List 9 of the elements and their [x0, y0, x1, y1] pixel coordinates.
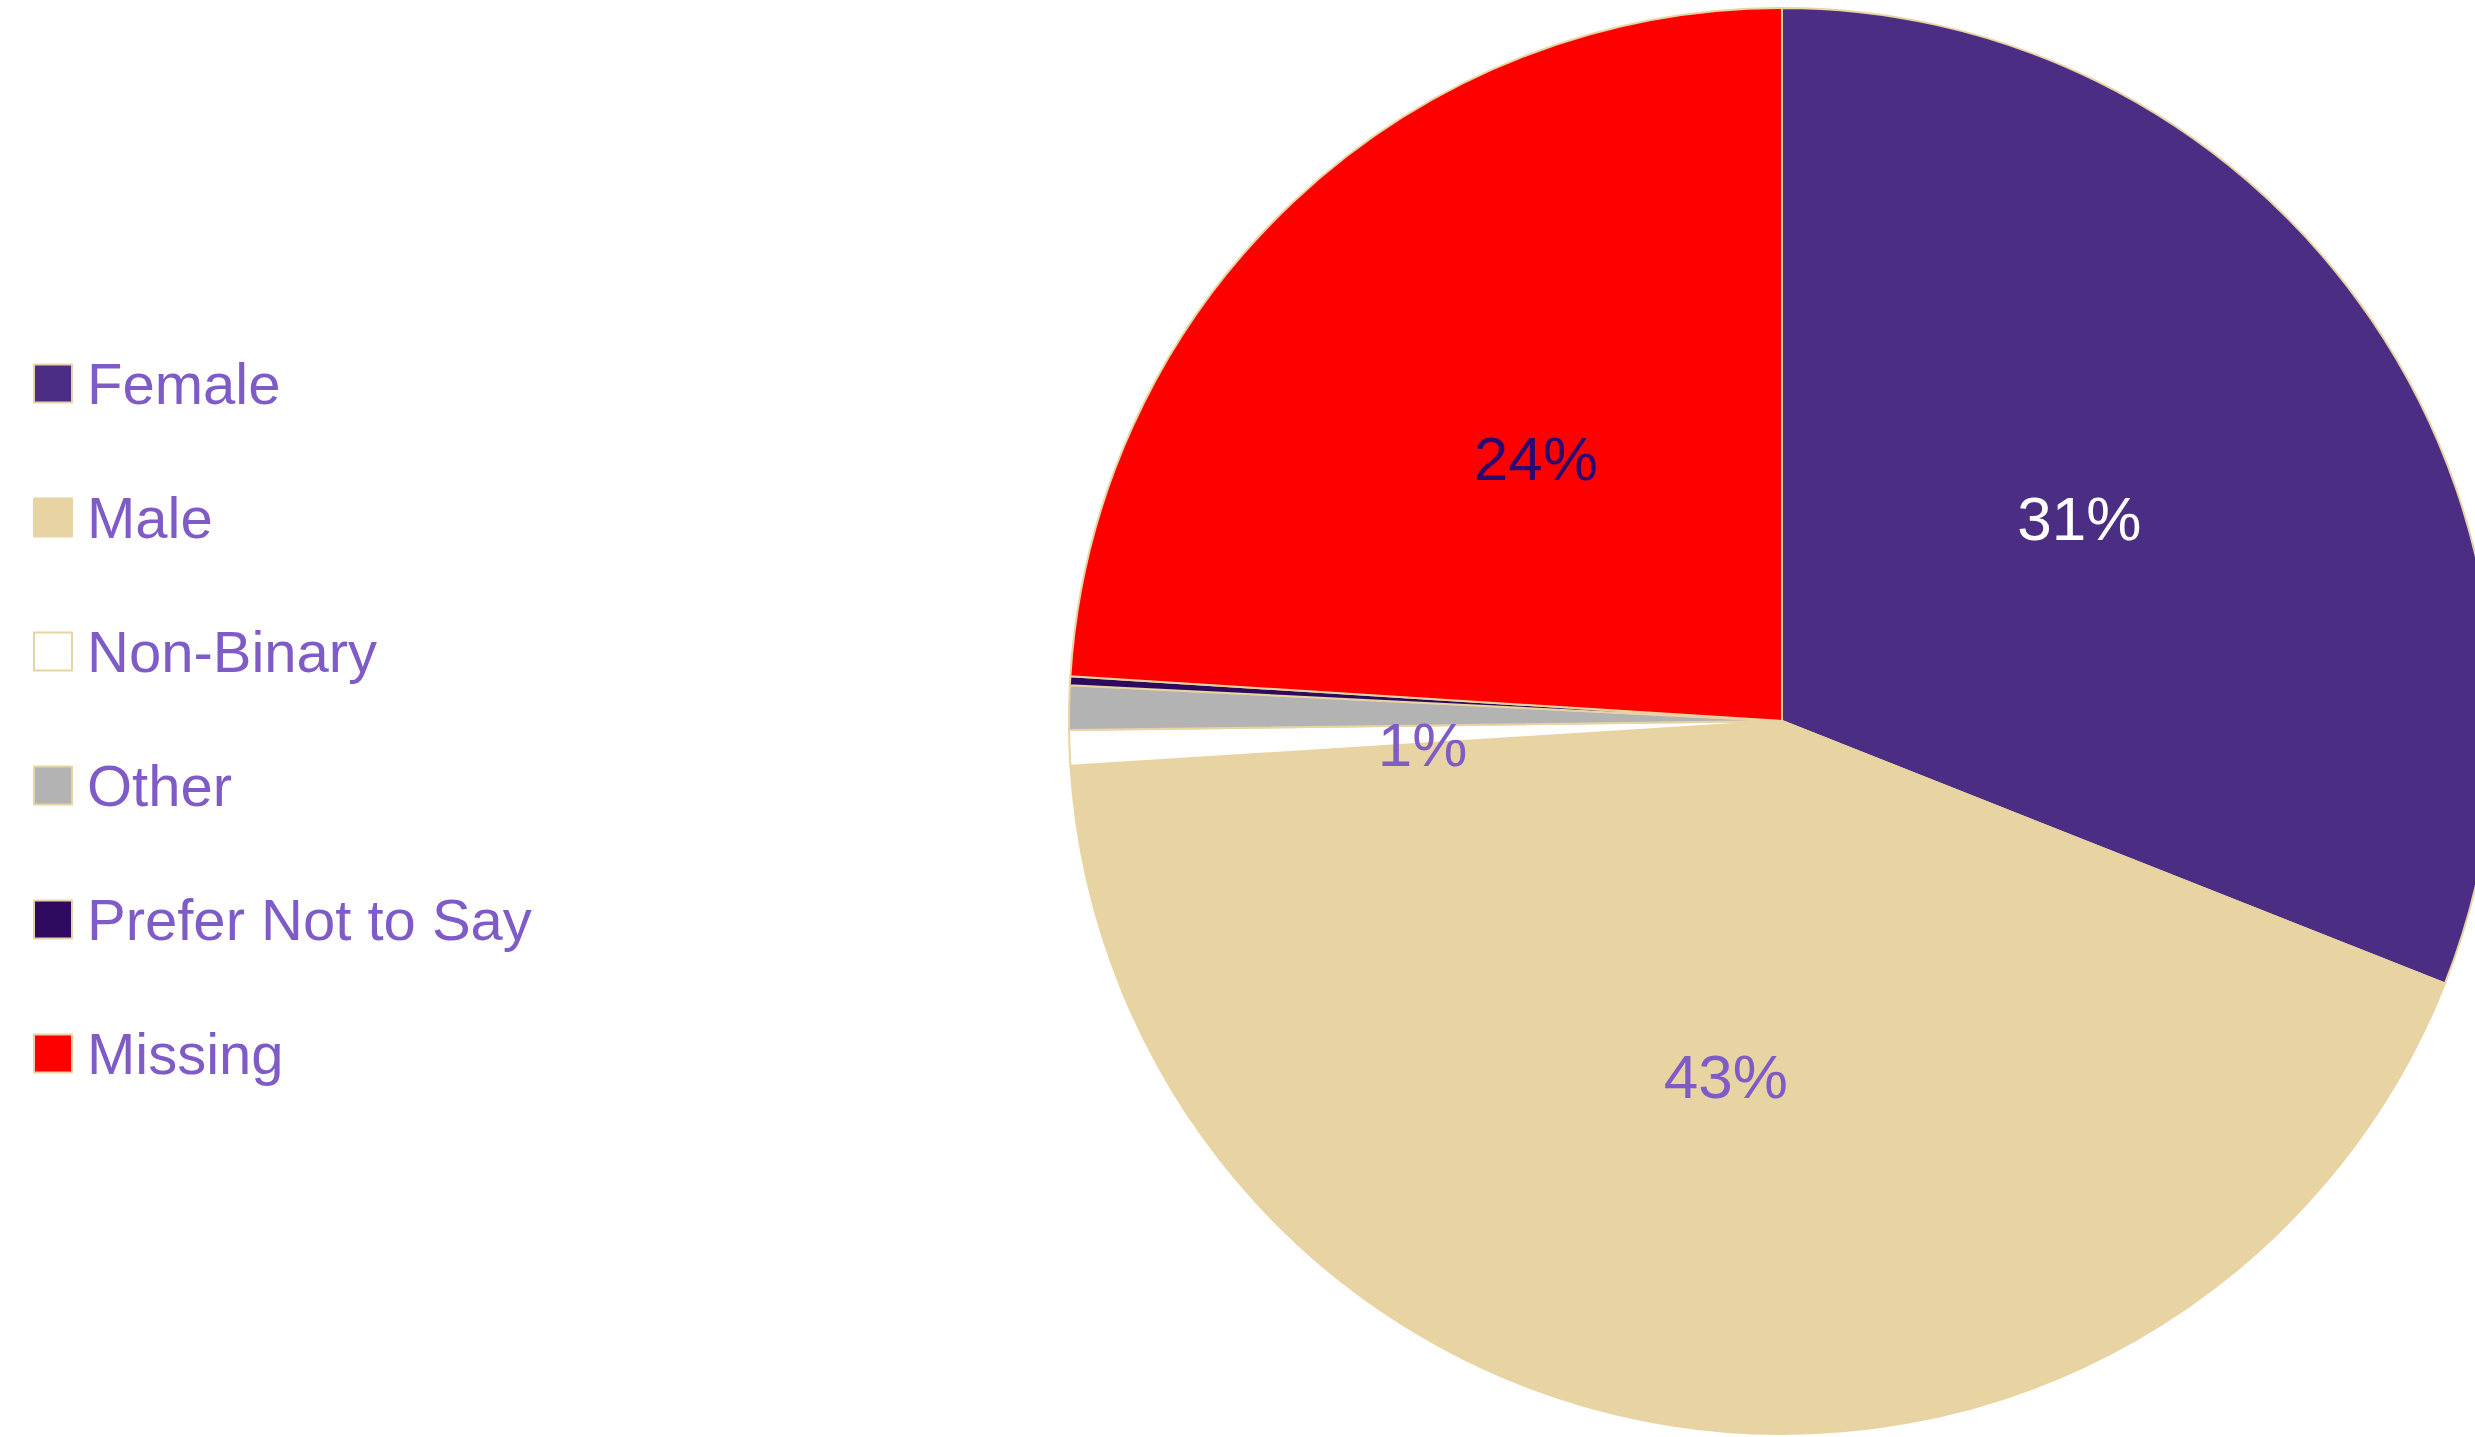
legend-label: Female — [87, 351, 281, 416]
data-label: 24% — [1473, 424, 1598, 494]
legend-label: Prefer Not to Say — [87, 887, 532, 952]
legend-label: Other — [87, 753, 233, 818]
legend-label: Non-Binary — [87, 619, 378, 684]
data-label: 31% — [2017, 484, 2142, 554]
legend-label: Male — [87, 485, 213, 550]
data-label: 43% — [1663, 1041, 1788, 1111]
legend-label: Missing — [87, 1021, 284, 1086]
